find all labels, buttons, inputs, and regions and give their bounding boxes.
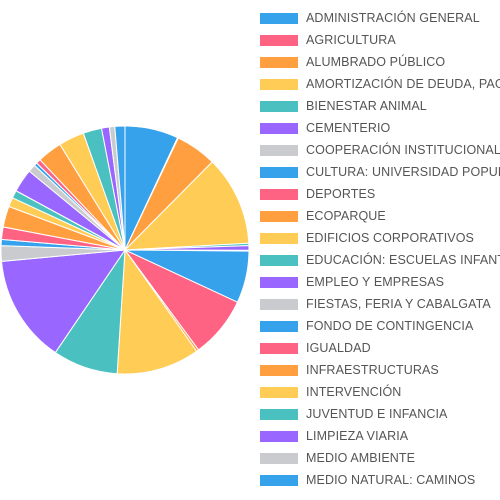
legend-item[interactable]: COOPERACIÓN INSTITUCIONAL [260,139,500,161]
legend-item[interactable]: ADMINISTRACIÓN GENERAL [260,7,500,29]
legend-label: MEDIO AMBIENTE [306,451,416,465]
legend-label: IGUALDAD [306,341,371,355]
legend-item[interactable]: INTERVENCIÓN [260,381,500,403]
pie-slice[interactable] [123,161,250,251]
legend-swatch [260,342,298,354]
legend-label: FIESTAS, FERIA Y CABALGATA [306,297,491,311]
legend-swatch [260,386,298,398]
legend-label: DEPORTES [306,187,376,201]
legend-swatch [260,276,298,288]
legend-swatch [260,298,298,310]
legend-item[interactable]: BIENESTAR ANIMAL [260,95,500,117]
pie-slice[interactable] [0,249,127,354]
legend-swatch [260,100,298,112]
legend-label: EMPLEO Y EMPRESAS [306,275,445,289]
legend-label: CULTURA: UNIVERSIDAD POPULAR [306,165,500,179]
legend-swatch [260,122,298,134]
legend-item[interactable]: CEMENTERIO [260,117,500,139]
legend-label: ALUMBRADO PÚBLICO [306,55,446,69]
legend-item[interactable]: ECOPARQUE [260,205,500,227]
legend-swatch [260,474,298,486]
legend-item[interactable]: INFRAESTRUCTURAS [260,359,500,381]
legend-item[interactable]: AMORTIZACIÓN DE DEUDA, PAGO [260,73,500,95]
legend-swatch [260,34,298,46]
legend-label: MEDIO NATURAL: CAMINOS [306,473,476,487]
legend-item[interactable]: JUVENTUD E INFANCIA [260,403,500,425]
legend-swatch [260,166,298,178]
pie-slice[interactable] [114,125,126,251]
legend-swatch [260,254,298,266]
legend-swatch [260,232,298,244]
legend-label: ADMINISTRACIÓN GENERAL [306,11,480,25]
legend-item[interactable]: FONDO DE CONTINGENCIA [260,315,500,337]
pie-slice[interactable] [116,248,198,375]
legend-item[interactable]: MEDIO NATURAL: CAMINOS [260,469,500,491]
legend-item[interactable]: EDUCACIÓN: ESCUELAS INFANTILES [260,249,500,271]
legend-swatch [260,188,298,200]
legend-label: EDUCACIÓN: ESCUELAS INFANTILES [306,253,500,267]
legend-label: FONDO DE CONTINGENCIA [306,319,474,333]
legend-item[interactable]: IGUALDAD [260,337,500,359]
legend-label: AMORTIZACIÓN DE DEUDA, PAGO [306,77,500,91]
legend-swatch [260,12,298,24]
legend-swatch [260,56,298,68]
legend-label: INTERVENCIÓN [306,385,402,399]
legend-label: AGRICULTURA [306,33,396,47]
legend-item[interactable]: CULTURA: UNIVERSIDAD POPULAR [260,161,500,183]
legend-swatch [260,364,298,376]
legend-swatch [260,78,298,90]
legend-label: LIMPIEZA VIARIA [306,429,409,443]
legend-swatch [260,144,298,156]
legend-item[interactable]: ALUMBRADO PÚBLICO [260,51,500,73]
legend-label: BIENESTAR ANIMAL [306,99,427,113]
legend-item[interactable]: LIMPIEZA VIARIA [260,425,500,447]
legend-label: COOPERACIÓN INSTITUCIONAL [306,143,500,157]
legend-item[interactable]: AGRICULTURA [260,29,500,51]
legend-swatch [260,408,298,420]
legend-item[interactable]: EDIFICIOS CORPORATIVOS [260,227,500,249]
legend: ADMINISTRACIÓN GENERAL AGRICULTURA ALUMBRA… [260,7,500,491]
legend-swatch [260,452,298,464]
legend-label: EDIFICIOS CORPORATIVOS [306,231,474,245]
legend-swatch [260,320,298,332]
legend-item[interactable]: EMPLEO Y EMPRESAS [260,271,500,293]
legend-item[interactable]: FIESTAS, FERIA Y CABALGATA [260,293,500,315]
legend-swatch [260,430,298,442]
legend-item[interactable]: DEPORTES [260,183,500,205]
legend-label: CEMENTERIO [306,121,391,135]
legend-swatch [260,210,298,222]
legend-item[interactable]: MEDIO AMBIENTE [260,447,500,469]
legend-label: JUVENTUD E INFANCIA [306,407,448,421]
legend-label: ECOPARQUE [306,209,386,223]
legend-label: INFRAESTRUCTURAS [306,363,439,377]
